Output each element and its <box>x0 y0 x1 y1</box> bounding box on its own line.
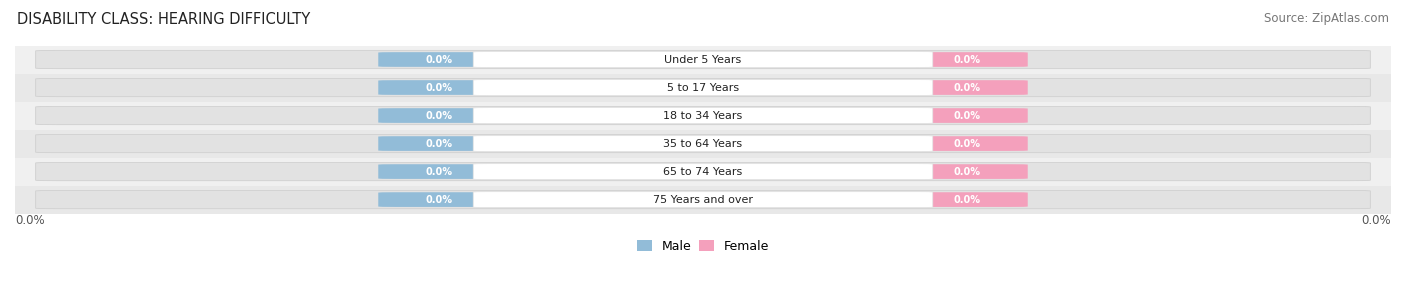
FancyBboxPatch shape <box>35 78 1371 97</box>
Text: 75 Years and over: 75 Years and over <box>652 195 754 205</box>
Bar <box>15 185 1391 214</box>
FancyBboxPatch shape <box>378 164 501 179</box>
Bar <box>15 102 1391 130</box>
FancyBboxPatch shape <box>474 108 932 124</box>
Bar <box>15 74 1391 102</box>
Text: DISABILITY CLASS: HEARING DIFFICULTY: DISABILITY CLASS: HEARING DIFFICULTY <box>17 12 311 27</box>
FancyBboxPatch shape <box>474 136 932 152</box>
Text: 0.0%: 0.0% <box>953 110 980 120</box>
Text: 0.0%: 0.0% <box>426 138 453 149</box>
FancyBboxPatch shape <box>905 164 1028 179</box>
Bar <box>15 158 1391 185</box>
Text: 0.0%: 0.0% <box>953 138 980 149</box>
Text: 0.0%: 0.0% <box>426 55 453 65</box>
Text: 0.0%: 0.0% <box>426 195 453 205</box>
FancyBboxPatch shape <box>474 192 932 207</box>
Text: 0.0%: 0.0% <box>953 195 980 205</box>
Text: Under 5 Years: Under 5 Years <box>665 55 741 65</box>
FancyBboxPatch shape <box>35 50 1371 69</box>
FancyBboxPatch shape <box>905 136 1028 151</box>
FancyBboxPatch shape <box>35 191 1371 209</box>
FancyBboxPatch shape <box>905 192 1028 207</box>
FancyBboxPatch shape <box>905 108 1028 123</box>
FancyBboxPatch shape <box>905 80 1028 95</box>
Text: 18 to 34 Years: 18 to 34 Years <box>664 110 742 120</box>
Text: 65 to 74 Years: 65 to 74 Years <box>664 167 742 177</box>
FancyBboxPatch shape <box>35 135 1371 153</box>
FancyBboxPatch shape <box>474 80 932 95</box>
Text: 0.0%: 0.0% <box>953 55 980 65</box>
Text: 0.0%: 0.0% <box>953 83 980 92</box>
FancyBboxPatch shape <box>378 52 501 67</box>
Text: 35 to 64 Years: 35 to 64 Years <box>664 138 742 149</box>
Text: 0.0%: 0.0% <box>1361 214 1391 227</box>
FancyBboxPatch shape <box>378 192 501 207</box>
Text: 0.0%: 0.0% <box>426 110 453 120</box>
Text: 0.0%: 0.0% <box>953 167 980 177</box>
FancyBboxPatch shape <box>905 52 1028 67</box>
Text: Source: ZipAtlas.com: Source: ZipAtlas.com <box>1264 12 1389 25</box>
Text: 5 to 17 Years: 5 to 17 Years <box>666 83 740 92</box>
FancyBboxPatch shape <box>474 164 932 179</box>
Bar <box>15 45 1391 74</box>
FancyBboxPatch shape <box>378 136 501 151</box>
FancyBboxPatch shape <box>35 163 1371 181</box>
Text: 0.0%: 0.0% <box>426 167 453 177</box>
FancyBboxPatch shape <box>378 80 501 95</box>
Legend: Male, Female: Male, Female <box>631 235 775 258</box>
Text: 0.0%: 0.0% <box>426 83 453 92</box>
Bar <box>15 130 1391 158</box>
FancyBboxPatch shape <box>378 108 501 123</box>
FancyBboxPatch shape <box>474 52 932 67</box>
Text: 0.0%: 0.0% <box>15 214 45 227</box>
FancyBboxPatch shape <box>35 106 1371 125</box>
